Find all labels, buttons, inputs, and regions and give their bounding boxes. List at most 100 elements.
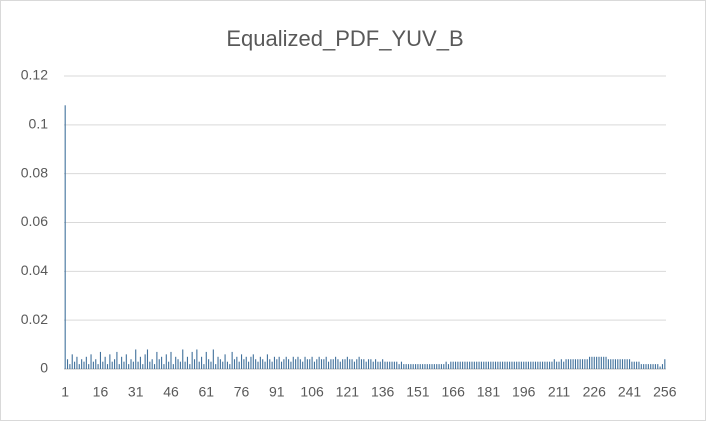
bar xyxy=(248,361,250,369)
bar xyxy=(661,364,664,369)
bar xyxy=(280,361,283,369)
y-tick-label: 0.06 xyxy=(21,213,48,229)
bar xyxy=(353,361,355,369)
bar xyxy=(205,351,207,369)
bar xyxy=(288,359,290,369)
bar xyxy=(640,364,642,369)
bar xyxy=(563,361,565,369)
bar xyxy=(600,356,602,369)
bar xyxy=(572,359,574,369)
bar xyxy=(269,359,271,369)
bar xyxy=(659,366,661,369)
bar xyxy=(175,356,177,369)
bar xyxy=(417,364,419,369)
bar xyxy=(534,361,537,369)
bar xyxy=(511,361,513,369)
bar xyxy=(626,359,628,369)
bar xyxy=(513,361,515,369)
bar xyxy=(144,354,146,369)
bar xyxy=(215,364,217,369)
bar xyxy=(621,359,624,369)
bar xyxy=(483,361,485,369)
bar xyxy=(323,359,325,369)
bar xyxy=(520,361,522,369)
bar xyxy=(389,361,391,369)
bar xyxy=(412,364,414,369)
bar xyxy=(262,359,264,369)
bar xyxy=(137,361,139,369)
bar xyxy=(92,361,94,369)
bar xyxy=(219,359,221,369)
bar xyxy=(471,361,473,369)
bar xyxy=(360,359,363,369)
bar xyxy=(83,361,85,369)
bar xyxy=(156,351,158,369)
bar xyxy=(142,364,144,369)
bar xyxy=(328,361,330,369)
bar xyxy=(629,359,631,369)
bar xyxy=(356,359,358,369)
bar xyxy=(335,356,337,369)
x-tick-label: 226 xyxy=(583,384,607,400)
bar xyxy=(121,356,123,369)
bar xyxy=(109,354,111,369)
bar xyxy=(222,361,224,369)
bar xyxy=(560,359,562,369)
bar xyxy=(565,359,567,369)
bar xyxy=(224,354,226,369)
y-tick-label: 0.04 xyxy=(21,262,48,278)
bar xyxy=(116,351,118,369)
bar xyxy=(527,361,529,369)
bar xyxy=(264,361,266,369)
bar xyxy=(636,361,638,369)
bar xyxy=(377,361,379,369)
bar xyxy=(151,359,153,369)
bar xyxy=(210,361,212,369)
bar xyxy=(85,356,87,369)
bar xyxy=(90,354,92,369)
bar xyxy=(342,359,344,369)
bar xyxy=(320,359,323,369)
bar xyxy=(358,356,360,369)
bar xyxy=(290,361,292,369)
bar xyxy=(71,354,73,369)
bar xyxy=(469,361,471,369)
bar xyxy=(447,364,450,369)
bar xyxy=(523,361,525,369)
bar xyxy=(130,359,132,369)
bar xyxy=(650,364,652,369)
bar xyxy=(607,359,609,369)
bar xyxy=(494,361,497,369)
bar xyxy=(584,359,586,369)
bar xyxy=(81,359,83,369)
bar xyxy=(454,361,457,369)
bar xyxy=(69,364,71,369)
x-tick-label: 181 xyxy=(477,384,501,400)
bar xyxy=(139,356,141,369)
bar xyxy=(339,361,341,369)
bar xyxy=(539,361,541,369)
bar xyxy=(382,359,384,369)
bar xyxy=(309,359,311,369)
bar xyxy=(240,354,243,369)
bar xyxy=(541,361,544,369)
y-tick-label: 0.08 xyxy=(21,164,48,180)
bar xyxy=(619,359,621,369)
bar xyxy=(490,361,492,369)
bar xyxy=(624,359,626,369)
bar xyxy=(643,364,645,369)
bar xyxy=(405,364,407,369)
bar xyxy=(664,359,666,369)
bar xyxy=(652,364,654,369)
bar xyxy=(226,361,228,369)
bar xyxy=(433,364,435,369)
x-tick-label: 256 xyxy=(653,384,677,400)
bar xyxy=(243,359,245,369)
bar xyxy=(518,361,520,369)
bar xyxy=(104,356,106,369)
bar xyxy=(445,361,447,369)
bar xyxy=(66,359,69,369)
bar xyxy=(480,361,482,369)
bar xyxy=(330,359,332,369)
